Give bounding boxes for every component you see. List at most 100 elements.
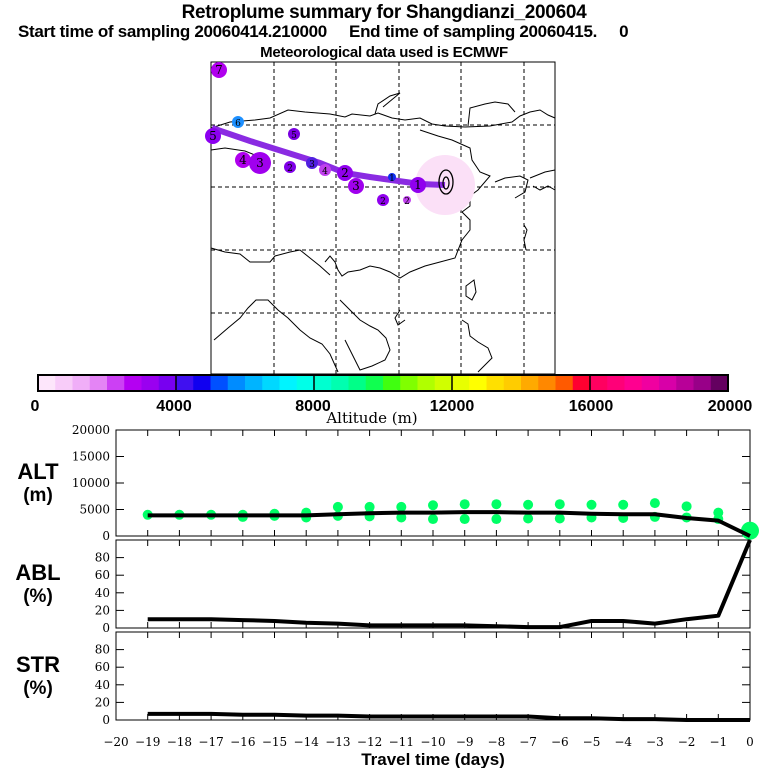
plume-marker (232, 116, 244, 128)
plume-marker (288, 128, 300, 140)
plume-marker (319, 164, 331, 176)
panel-frame (115, 539, 751, 629)
colorbar-swatch (124, 375, 142, 391)
altitude-cluster-point (523, 513, 534, 524)
plume-marker (211, 62, 227, 78)
colorbar-swatch (434, 375, 453, 391)
colorbar-swatch (314, 375, 332, 391)
colorbar-swatch (331, 375, 349, 391)
map-graticule (211, 62, 555, 374)
colorbar-swatch (365, 375, 384, 391)
plume-marker-label: 5 (209, 129, 217, 143)
colorbar-swatch (193, 375, 211, 391)
y-tick-label: 40 (95, 678, 110, 692)
colorbar-border (37, 374, 729, 392)
colorbar-swatch (555, 375, 574, 391)
plume-marker-label: 6 (235, 119, 241, 129)
colorbar-swatch (452, 375, 470, 391)
plume-marker-label: 2 (341, 166, 349, 180)
colorbar-swatch (55, 375, 73, 391)
colorbar-tick: 20000 (708, 398, 753, 415)
altitude-cluster-point (554, 499, 565, 510)
altitude-cluster-point (491, 499, 502, 510)
colorbar-swatch (486, 375, 505, 391)
y-tick-label: 0 (102, 529, 110, 543)
plume-marker (337, 165, 353, 181)
altitude-colorbar: 0 4000 8000 12000 16000 20000 (31, 374, 753, 415)
colorbar-swatch (659, 375, 677, 391)
y-tick-label: 20 (95, 695, 110, 709)
x-tick-label: −13 (325, 735, 350, 749)
met-data-line: Meteorological data used is ECMWF (260, 44, 508, 61)
x-tick-label: −15 (262, 735, 287, 749)
x-tick-label: 0 (746, 735, 754, 749)
plume-marker (205, 128, 221, 144)
colorbar-tick: 4000 (156, 398, 192, 415)
altitude-cluster-point (618, 499, 629, 510)
y-tick-label: 80 (95, 551, 110, 565)
y-tick-label: 5000 (79, 503, 110, 517)
colorbar-swatch (141, 375, 160, 391)
x-tick-label: −6 (551, 735, 569, 749)
panel-alt: 0 5000 10000 15000 20000 ALT(m) (17, 423, 759, 543)
y-tick-label: 80 (95, 643, 110, 657)
colorbar-label: Altitude (m) (325, 409, 417, 427)
x-tick-label: −10 (420, 735, 445, 749)
colorbar-swatch (693, 375, 712, 391)
plume-marker (235, 152, 251, 168)
plume-marker-label: 1 (389, 174, 395, 184)
y-axis-label: STR (16, 652, 60, 677)
colorbar-swatch (176, 375, 194, 391)
colorbar-swatch (572, 375, 591, 391)
colorbar-swatch (383, 375, 401, 391)
colorbar-swatch (262, 375, 280, 391)
x-axis-label: Travel time (days) (361, 750, 505, 768)
colorbar-swatch (158, 375, 177, 391)
y-axis-label: ALT (17, 459, 59, 484)
colorbar-swatch (72, 375, 91, 391)
altitude-cluster-point (741, 521, 759, 540)
x-tick-label: −7 (519, 735, 537, 749)
x-tick-label: −2 (678, 735, 696, 749)
altitude-cluster-point (428, 514, 438, 525)
plume-markers: 765 54 3 2 34 232 21 1 (205, 62, 426, 207)
altitude-cluster-point (554, 513, 565, 524)
colorbar-swatch (521, 375, 539, 391)
x-tick-label: −18 (167, 735, 192, 749)
series-line-alt (147, 510, 751, 538)
plume-marker-label: 1 (414, 178, 422, 192)
plume-marker (377, 194, 389, 206)
x-tick-label: −17 (198, 735, 223, 749)
colorbar-swatch (641, 375, 660, 391)
plume-marker-label: 5 (291, 131, 297, 141)
colorbar-swatch (607, 375, 625, 391)
x-tick-label: −3 (646, 735, 664, 749)
plume-marker (284, 161, 296, 173)
y-tick-label: 20000 (72, 423, 110, 437)
series-line-str (147, 711, 750, 722)
y-axis-label: ABL (15, 560, 60, 585)
colorbar-swatch (245, 375, 263, 391)
colorbar-swatch (624, 375, 643, 391)
y-tick-label: 60 (95, 660, 110, 674)
x-tick-label: −9 (456, 735, 474, 749)
y-tick-label: 0 (102, 621, 110, 635)
colorbar-swatch (538, 375, 556, 391)
x-tick-label: −19 (135, 735, 160, 749)
x-tick-label: −12 (357, 735, 382, 749)
colorbar-tick: 0 (31, 398, 40, 415)
altitude-cluster-point (586, 499, 597, 510)
colorbar-tick: 8000 (295, 398, 331, 415)
y-tick-label: 15000 (72, 450, 110, 464)
x-tick-label: −20 (103, 735, 128, 749)
colorbar-swatch (469, 375, 487, 391)
map-coastlines (210, 92, 556, 373)
colorbar-tick: 12000 (430, 398, 475, 415)
x-tick-label: −8 (488, 735, 506, 749)
series-line-abl (147, 539, 752, 630)
plume-marker (410, 177, 426, 193)
plume-marker-label: 3 (256, 156, 264, 170)
colorbar-swatch (348, 375, 367, 391)
y-tick-label: 60 (95, 568, 110, 582)
